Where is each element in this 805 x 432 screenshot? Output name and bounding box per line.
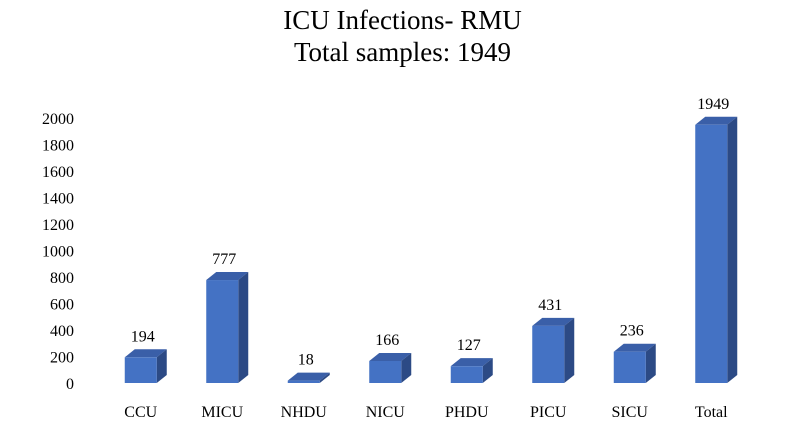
data-label: 18 bbox=[298, 352, 314, 369]
chart-title: ICU Infections- RMU bbox=[283, 5, 522, 35]
y-axis: 0 200 400 600 800 1000 1200 1400 1600 1800 2000 bbox=[42, 111, 74, 393]
data-label: 166 bbox=[375, 332, 399, 349]
category-label: NHDU bbox=[281, 404, 328, 421]
category-label: MICU bbox=[201, 404, 243, 421]
bar-side-face bbox=[156, 349, 167, 383]
bar-nicu: 166 bbox=[369, 332, 412, 383]
bar-front-face bbox=[450, 366, 483, 383]
bar-side-face bbox=[645, 343, 656, 383]
bar-total: 1949 bbox=[695, 96, 738, 383]
category-label: Total bbox=[695, 404, 728, 421]
y-tick-label: 0 bbox=[66, 376, 74, 393]
bar-top-face bbox=[695, 116, 738, 125]
data-label: 431 bbox=[538, 297, 562, 314]
bar-side-face bbox=[238, 272, 249, 383]
bar-top-face bbox=[206, 272, 249, 281]
chart-subtitle: Total samples: 1949 bbox=[293, 37, 512, 67]
data-label: 777 bbox=[212, 251, 236, 268]
data-label: 127 bbox=[457, 337, 481, 354]
bar-top-face bbox=[613, 343, 656, 352]
x-axis: CCU MICU NHDU NICU PHDU PICU SICU Total bbox=[124, 404, 728, 421]
data-label: 1949 bbox=[697, 96, 729, 113]
y-tick-label: 1400 bbox=[42, 191, 74, 208]
bar-picu: 431 bbox=[532, 297, 575, 383]
bar-top-face bbox=[450, 358, 493, 367]
bar-front-face bbox=[613, 351, 646, 383]
bar-side-face bbox=[401, 353, 412, 383]
category-label: PHDU bbox=[445, 404, 489, 421]
y-tick-label: 1800 bbox=[42, 138, 74, 155]
category-label: SICU bbox=[612, 404, 649, 421]
y-tick-label: 2000 bbox=[42, 111, 74, 128]
category-label: NICU bbox=[366, 404, 406, 421]
category-label: PICU bbox=[530, 404, 567, 421]
bar-front-face bbox=[369, 361, 402, 383]
bar-top-face bbox=[369, 353, 412, 362]
bar-top-face bbox=[124, 349, 167, 358]
data-label: 236 bbox=[620, 323, 644, 340]
bar-sicu: 236 bbox=[613, 323, 656, 383]
bars-group: 194 777 18 166 127 431 236 1949 bbox=[124, 96, 738, 383]
y-tick-label: 1600 bbox=[42, 164, 74, 181]
data-label: 194 bbox=[131, 328, 155, 345]
y-tick-label: 600 bbox=[50, 297, 74, 314]
y-tick-label: 800 bbox=[50, 270, 74, 287]
bar-ccu: 194 bbox=[124, 328, 167, 383]
bar-front-face bbox=[532, 325, 565, 383]
bar-micu: 777 bbox=[206, 251, 249, 383]
bar-front-face bbox=[124, 357, 157, 383]
bar-top-face bbox=[532, 317, 575, 326]
bar-side-face bbox=[727, 116, 738, 383]
y-tick-label: 400 bbox=[50, 323, 74, 340]
bar-front-face bbox=[287, 380, 320, 383]
y-tick-label: 1200 bbox=[42, 217, 74, 234]
bar-front-face bbox=[695, 124, 728, 383]
bar-side-face bbox=[482, 358, 493, 383]
category-label: CCU bbox=[124, 404, 157, 421]
bar-front-face bbox=[206, 280, 239, 383]
y-tick-label: 1000 bbox=[42, 244, 74, 261]
bar-phdu: 127 bbox=[450, 337, 493, 383]
chart-title-block: ICU Infections- RMU Total samples: 1949 bbox=[0, 4, 805, 68]
bar-top-face bbox=[287, 372, 330, 381]
y-tick-label: 200 bbox=[50, 350, 74, 367]
bar-nhdu: 18 bbox=[287, 352, 330, 383]
bar-side-face bbox=[319, 372, 330, 383]
bar-side-face bbox=[564, 317, 575, 383]
